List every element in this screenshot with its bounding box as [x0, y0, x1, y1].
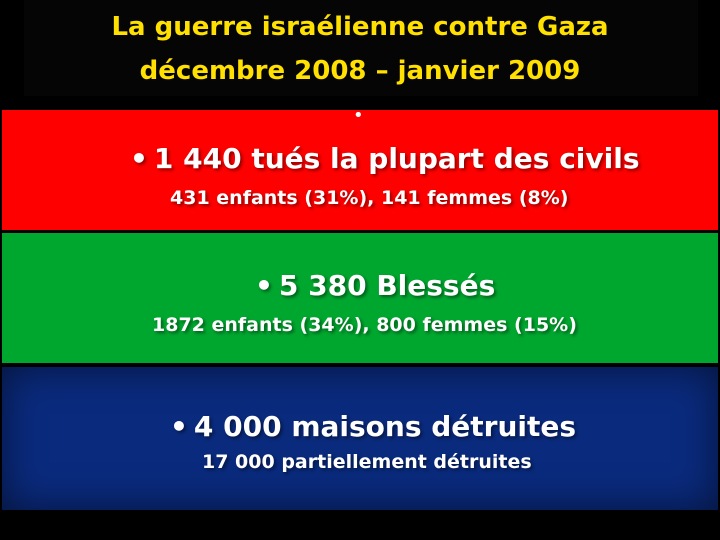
wounded-bullet: • [255, 269, 273, 302]
slide-title-line-2: décembre 2008 – janvier 2009 [139, 56, 581, 86]
killed-headline: • 1 440 tués la plupart des civils [130, 142, 640, 176]
stray-bullet: • [353, 105, 364, 126]
killed-bullet: • [130, 142, 148, 175]
houses-bullet: • [170, 410, 188, 443]
killed-band [2, 110, 718, 230]
killed-detail: 431 enfants (31%), 141 femmes (8%) [170, 187, 569, 209]
killed-headline-text: 1 440 tués la plupart des civils [153, 142, 640, 175]
wounded-headline-text: 5 380 Blessés [278, 269, 496, 302]
title-box [24, 0, 698, 96]
wounded-headline: • 5 380 Blessés [255, 269, 495, 303]
houses-headline-text: 4 000 maisons détruites [193, 410, 577, 443]
houses-headline: • 4 000 maisons détruites [170, 410, 576, 444]
houses-detail: 17 000 partiellement détruites [202, 451, 532, 473]
wounded-band [2, 233, 718, 363]
slide-title-line-1: La guerre israélienne contre Gaza [111, 12, 609, 42]
wounded-detail: 1872 enfants (34%), 800 femmes (15%) [152, 314, 577, 336]
houses-band [2, 367, 718, 510]
